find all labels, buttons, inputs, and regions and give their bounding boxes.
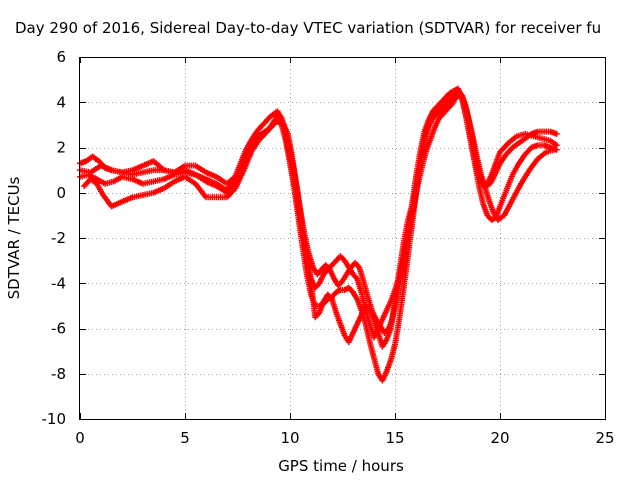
series-4 — [77, 90, 558, 337]
x-axis-label: GPS time / hours — [278, 457, 404, 475]
data-marks — [77, 85, 560, 384]
y-tick-label: -10 — [42, 410, 67, 428]
y-tick-label: -2 — [51, 229, 66, 247]
y-tick-label: -8 — [51, 365, 66, 383]
axis-ticks — [80, 57, 606, 420]
x-tick-label: 5 — [180, 429, 190, 447]
x-tick-label: 10 — [280, 429, 299, 447]
y-tick-label: -4 — [51, 274, 66, 292]
y-tick-label: -6 — [51, 320, 66, 338]
y-tick-label: 2 — [56, 139, 66, 157]
x-tick-label: 15 — [385, 429, 404, 447]
data-point-marker — [551, 146, 558, 153]
y-axis-label: SDTVAR / TECUs — [5, 176, 23, 299]
y-tick-label: 4 — [56, 93, 66, 111]
y-tick-label: 0 — [56, 184, 66, 202]
tick-labels: 0 5 10 15 20 25 -10 -8 -6 -4 -2 0 2 4 6 — [42, 48, 615, 447]
plot-frame — [79, 57, 606, 420]
x-tick-label: 25 — [595, 429, 614, 447]
data-point-marker — [553, 142, 560, 149]
series-2 — [77, 90, 560, 384]
chart-title: Day 290 of 2016, Sidereal Day-to-day VTE… — [15, 19, 601, 37]
data-point-marker — [553, 130, 560, 137]
x-tick-label: 0 — [75, 429, 85, 447]
y-tick-label: 6 — [56, 48, 66, 66]
x-tick-label: 20 — [490, 429, 509, 447]
grid-lines — [80, 57, 605, 419]
